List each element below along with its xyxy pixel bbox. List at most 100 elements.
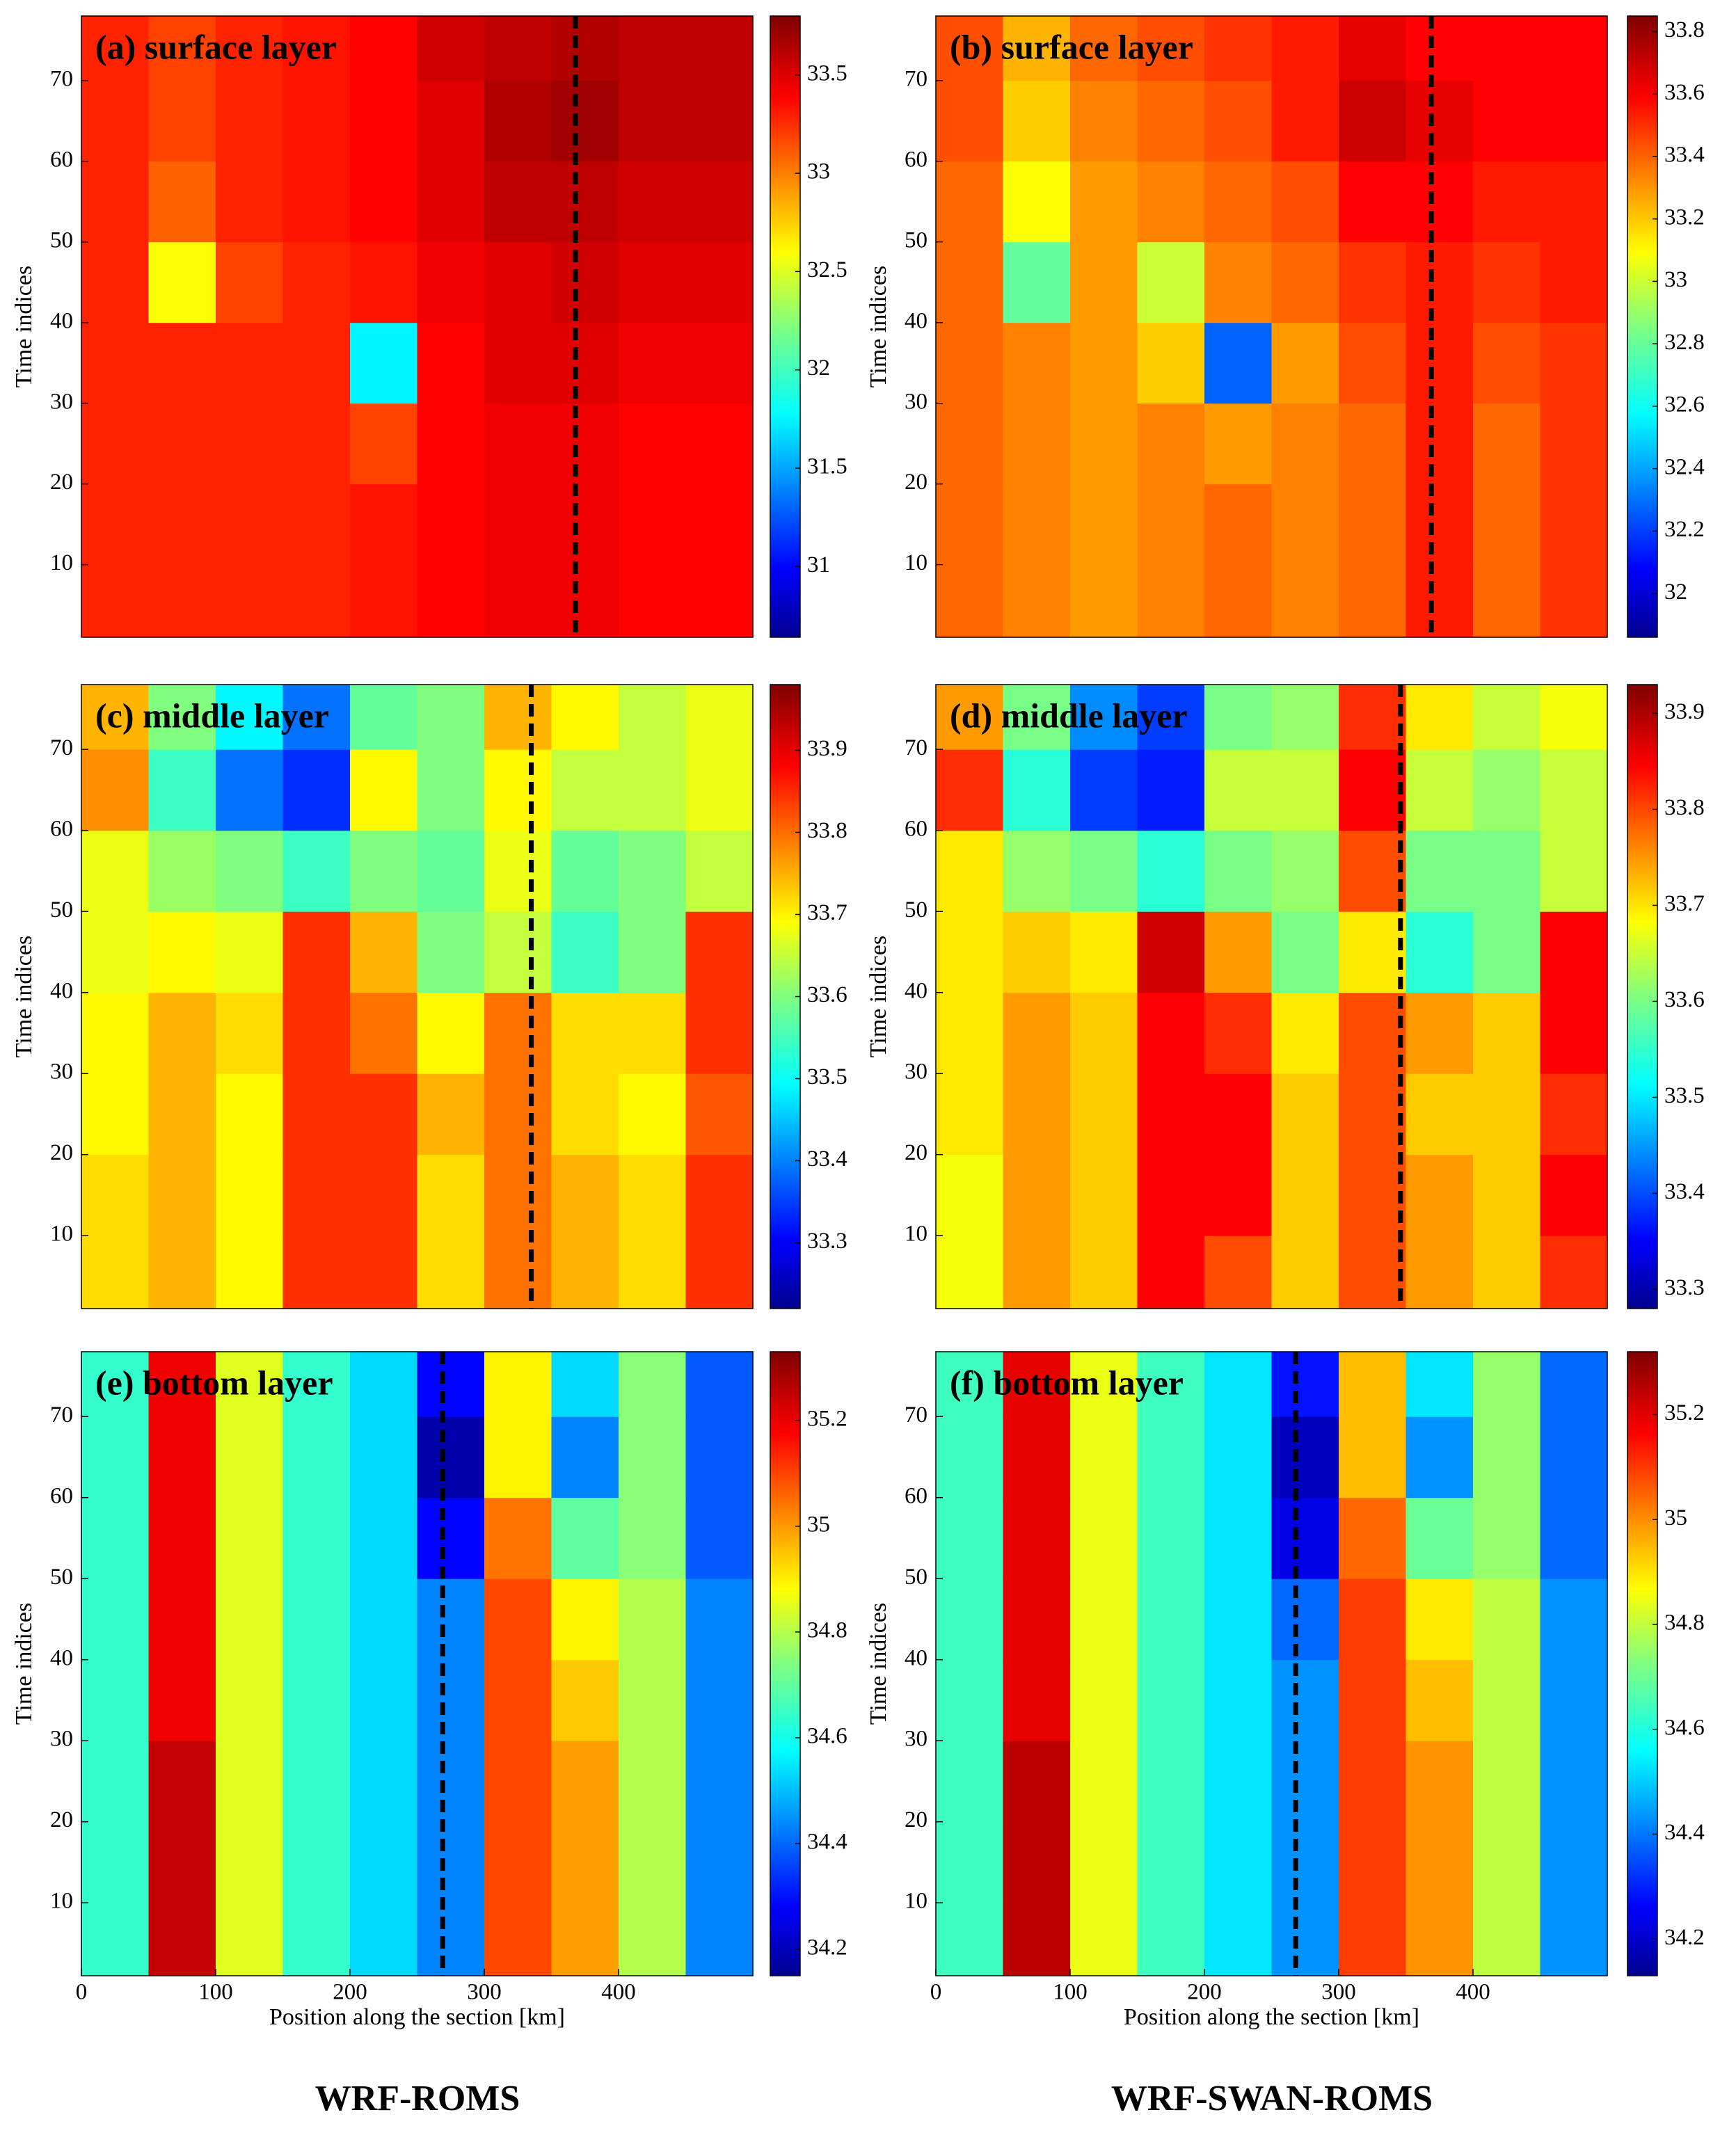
heat-cell — [1405, 1578, 1474, 1661]
y-tick-label: 50 — [905, 1565, 927, 1590]
heat-cell — [216, 161, 283, 243]
heat-cell — [1003, 1821, 1071, 1903]
heat-cell — [81, 1821, 149, 1903]
heat-cell — [216, 1073, 283, 1156]
heat-cell — [1137, 161, 1205, 243]
heat-cell — [81, 564, 149, 638]
heat-cell — [148, 80, 216, 162]
heat-cell — [619, 564, 686, 638]
heat-cell — [1271, 1236, 1339, 1309]
heat-cell — [417, 1578, 485, 1661]
heat-cell — [619, 1659, 686, 1741]
heat-cell — [685, 483, 754, 566]
heat-cell — [1204, 1741, 1272, 1823]
heat-cell — [1003, 1236, 1071, 1309]
heat-cell — [1405, 403, 1474, 485]
y-tick-label: 70 — [905, 1402, 927, 1428]
heat-cell — [1540, 322, 1608, 404]
heat-cell — [1137, 16, 1205, 81]
heat-cell — [1271, 16, 1339, 81]
heat-cell — [1003, 685, 1071, 750]
heat-cell — [936, 483, 1003, 566]
heat-cell — [417, 161, 485, 243]
heat-cell — [1003, 1352, 1071, 1417]
heat-cell — [81, 322, 149, 404]
heat-cell — [148, 1659, 216, 1741]
heat-cell — [1204, 1154, 1272, 1236]
heat-cell — [936, 1073, 1003, 1156]
heat-cell — [350, 992, 417, 1074]
heat-cell — [936, 1821, 1003, 1903]
heat-cell — [619, 403, 686, 485]
heat-cell — [1070, 1903, 1138, 1976]
heat-cell — [417, 830, 485, 912]
heat-cell — [551, 1741, 619, 1823]
heat-cell — [1271, 1154, 1339, 1236]
heat-cell — [1070, 1236, 1138, 1309]
heat-cell — [350, 1154, 417, 1236]
heat-cell — [1271, 80, 1339, 162]
heat-cell — [1003, 992, 1071, 1074]
y-tick-label: 70 — [50, 735, 73, 760]
heat-cell — [685, 1352, 754, 1417]
heat-cell — [619, 16, 686, 81]
heat-cell — [685, 1821, 754, 1903]
y-tick-label: 20 — [50, 470, 73, 495]
y-tick-label: 20 — [905, 1140, 927, 1165]
heat-cell — [685, 241, 754, 323]
heat-cell — [1204, 322, 1272, 404]
x-tick-label: 200 — [1187, 1980, 1222, 2005]
colorbar-tick-label: 33.4 — [807, 1146, 847, 1172]
heat-cell — [417, 1903, 485, 1976]
heat-cell — [282, 685, 351, 750]
heat-cell — [619, 1578, 686, 1661]
heat-cell — [1271, 241, 1339, 323]
heat-cell — [216, 1352, 283, 1417]
heat-cell — [1540, 1578, 1608, 1661]
heat-cell — [81, 992, 149, 1074]
heat-cell — [1204, 241, 1272, 323]
heat-cell — [685, 1497, 754, 1579]
heat-cell — [551, 911, 619, 993]
heat-cell — [936, 1154, 1003, 1236]
heat-cell — [350, 16, 417, 81]
heat-cell — [216, 685, 283, 750]
heat-cell — [1003, 322, 1071, 404]
heat-cell — [148, 403, 216, 485]
heat-cell — [936, 1352, 1003, 1417]
heat-cell — [1473, 483, 1540, 566]
heat-cell — [148, 992, 216, 1074]
heat-cell — [484, 1236, 552, 1309]
heat-cell — [484, 16, 552, 81]
y-tick-label: 50 — [905, 897, 927, 922]
heat-cell — [1339, 1073, 1406, 1156]
y-tick-label: 20 — [50, 1140, 73, 1165]
heat-cell — [1070, 1154, 1138, 1236]
heat-cell — [216, 1416, 283, 1498]
heat-cell — [1204, 1497, 1272, 1579]
heat-cell — [350, 911, 417, 993]
heat-cell — [1473, 16, 1540, 81]
heat-cell — [484, 1903, 552, 1976]
heat-cell — [1473, 749, 1540, 831]
heat-cell — [282, 16, 351, 81]
heat-cell — [1405, 685, 1474, 750]
heat-cell — [216, 1741, 283, 1823]
heat-cell — [484, 1821, 552, 1903]
y-tick-label: 40 — [905, 308, 927, 333]
heat-cell — [148, 483, 216, 566]
y-tick-label: 60 — [905, 147, 927, 172]
heat-cell — [216, 1659, 283, 1741]
heat-cell — [1137, 322, 1205, 404]
heat-cell — [1339, 1154, 1406, 1236]
x-axis-label: Position along the section [km] — [269, 2004, 565, 2030]
heat-cell — [1540, 1741, 1608, 1823]
heat-cell — [619, 241, 686, 323]
y-tick-label: 40 — [50, 978, 73, 1003]
heat-cell — [484, 1659, 552, 1741]
heat-cell — [1339, 911, 1406, 993]
heat-cell — [1070, 992, 1138, 1074]
heat-cell — [282, 1497, 351, 1579]
heat-cell — [551, 1903, 619, 1976]
heat-cell — [619, 830, 686, 912]
